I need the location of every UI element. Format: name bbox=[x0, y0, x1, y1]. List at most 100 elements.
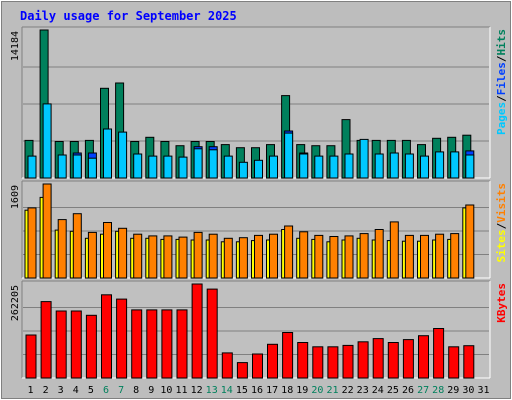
bar-pages-day-19 bbox=[299, 153, 309, 179]
bar-pages-day-6 bbox=[103, 128, 112, 179]
y-max-label: 262205 bbox=[10, 285, 21, 321]
bar-kbytes-day-3 bbox=[55, 310, 67, 379]
bar-pages-day-17 bbox=[269, 155, 278, 179]
bar-visits-day-8 bbox=[133, 233, 143, 279]
bar-visits-day-1 bbox=[27, 207, 37, 279]
bar-kbytes-day-17 bbox=[267, 343, 278, 379]
bar-kbytes-day-16 bbox=[252, 353, 263, 379]
bar-pages-day-3 bbox=[57, 154, 67, 179]
bar-visits-day-5 bbox=[87, 231, 97, 279]
bar-pages-day-21 bbox=[329, 155, 339, 179]
bar-pages-day-29 bbox=[450, 151, 460, 179]
panel-2: 1609 Sites/Visits bbox=[10, 180, 508, 279]
bar-pages-day-24 bbox=[374, 153, 384, 179]
bar-kbytes-day-11 bbox=[176, 309, 188, 379]
x-tick-label: 18 bbox=[281, 385, 293, 396]
bar-kbytes-day-5 bbox=[85, 314, 97, 379]
bar-pages-day-28 bbox=[435, 151, 445, 179]
bar-kbytes-day-2 bbox=[40, 301, 52, 379]
bar-visits-day-29 bbox=[450, 233, 460, 279]
bar-kbytes-day-10 bbox=[161, 309, 173, 379]
bar-visits-day-19 bbox=[299, 231, 309, 279]
bar-visits-day-23 bbox=[359, 233, 369, 279]
y-max-label: 14184 bbox=[10, 31, 21, 61]
bar-visits-day-25 bbox=[389, 221, 399, 279]
bar-kbytes-day-18 bbox=[282, 332, 294, 379]
bar-pages-day-1 bbox=[27, 155, 37, 179]
bar-kbytes-day-27 bbox=[418, 335, 429, 379]
bar-kbytes-day-26 bbox=[402, 339, 414, 379]
x-tick-label: 24 bbox=[372, 385, 384, 396]
bar-visits-day-30 bbox=[465, 204, 475, 279]
x-tick-label: 28 bbox=[432, 385, 444, 396]
x-tick-label: 1 bbox=[27, 385, 33, 396]
legend-files: Files bbox=[495, 62, 508, 95]
legend-slash: / bbox=[495, 222, 508, 229]
legend-slash: / bbox=[495, 55, 508, 62]
x-tick-label: 31 bbox=[477, 385, 489, 396]
bar-visits-day-22 bbox=[344, 235, 354, 279]
bar-kbytes-day-22 bbox=[342, 344, 354, 379]
x-tick-label: 26 bbox=[402, 385, 414, 396]
bar-kbytes-day-13 bbox=[206, 288, 218, 379]
bar-kbytes-day-24 bbox=[372, 338, 384, 379]
bar-visits-day-7 bbox=[118, 227, 128, 279]
bar-pages-day-23 bbox=[359, 138, 369, 179]
bar-pages-day-14 bbox=[223, 155, 233, 179]
bar-kbytes-day-19 bbox=[297, 342, 309, 379]
x-tick-label: 2 bbox=[43, 385, 49, 396]
bar-kbytes-day-12 bbox=[191, 283, 203, 379]
chart-title: Daily usage for September 2025 bbox=[20, 9, 237, 23]
bar-kbytes-day-15 bbox=[236, 362, 248, 379]
legend-hits: Hits bbox=[495, 29, 508, 56]
bar-kbytes-day-28 bbox=[433, 328, 445, 379]
bar-pages-day-25 bbox=[389, 152, 399, 179]
bar-visits-day-9 bbox=[148, 235, 158, 279]
bar-visits-day-15 bbox=[238, 237, 248, 279]
bar-visits-day-14 bbox=[223, 237, 233, 279]
x-tick-label: 29 bbox=[447, 385, 459, 396]
series-legend-label: Sites/Visits bbox=[495, 183, 508, 263]
series-legend-label: KBytes bbox=[495, 283, 508, 323]
bar-kbytes-day-4 bbox=[70, 310, 82, 379]
bar-kbytes-day-30 bbox=[463, 345, 475, 379]
legend-visits: Visits bbox=[495, 183, 508, 223]
bar-pages-day-11 bbox=[178, 156, 188, 179]
y-max-label: 1609 bbox=[10, 185, 21, 209]
bar-pages-day-12 bbox=[193, 148, 203, 179]
legend-kbytes: KBytes bbox=[495, 283, 508, 323]
legend-sites: Sites bbox=[495, 229, 508, 262]
bar-pages-day-7 bbox=[118, 131, 128, 179]
bar-visits-day-10 bbox=[163, 235, 173, 279]
bar-kbytes-day-7 bbox=[116, 298, 128, 379]
bar-visits-day-24 bbox=[374, 229, 384, 279]
panel-3: 262205 KBytes bbox=[10, 280, 508, 379]
legend-slash: / bbox=[495, 95, 508, 102]
bar-pages-day-27 bbox=[420, 155, 429, 179]
bar-kbytes-day-8 bbox=[131, 309, 143, 379]
bar-visits-day-17 bbox=[269, 233, 278, 279]
bar-pages-day-22 bbox=[344, 153, 354, 179]
legend-pages: Pages bbox=[495, 102, 508, 135]
bar-visits-day-28 bbox=[435, 233, 445, 279]
x-tick-label: 10 bbox=[160, 385, 172, 396]
bar-visits-day-11 bbox=[178, 236, 188, 279]
bar-visits-day-13 bbox=[208, 233, 218, 279]
x-tick-label: 17 bbox=[266, 385, 278, 396]
bar-visits-day-3 bbox=[57, 219, 67, 279]
x-tick-label: 4 bbox=[73, 385, 79, 396]
x-tick-label: 7 bbox=[118, 385, 124, 396]
x-tick-label: 11 bbox=[175, 385, 187, 396]
x-tick-label: 16 bbox=[251, 385, 263, 396]
x-tick-label: 6 bbox=[103, 385, 109, 396]
x-tick-label: 14 bbox=[221, 385, 233, 396]
series-legend-label: Pages/Files/Hits bbox=[495, 29, 508, 135]
x-tick-label: 9 bbox=[148, 385, 154, 396]
bar-visits-day-16 bbox=[254, 234, 263, 279]
x-tick-label: 12 bbox=[191, 385, 203, 396]
x-tick-label: 23 bbox=[357, 385, 369, 396]
bar-pages-day-2 bbox=[42, 103, 52, 179]
